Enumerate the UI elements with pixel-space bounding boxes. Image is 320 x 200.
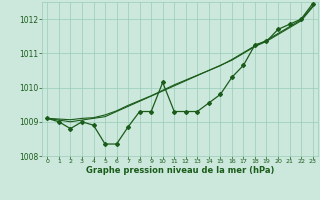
- X-axis label: Graphe pression niveau de la mer (hPa): Graphe pression niveau de la mer (hPa): [86, 166, 274, 175]
